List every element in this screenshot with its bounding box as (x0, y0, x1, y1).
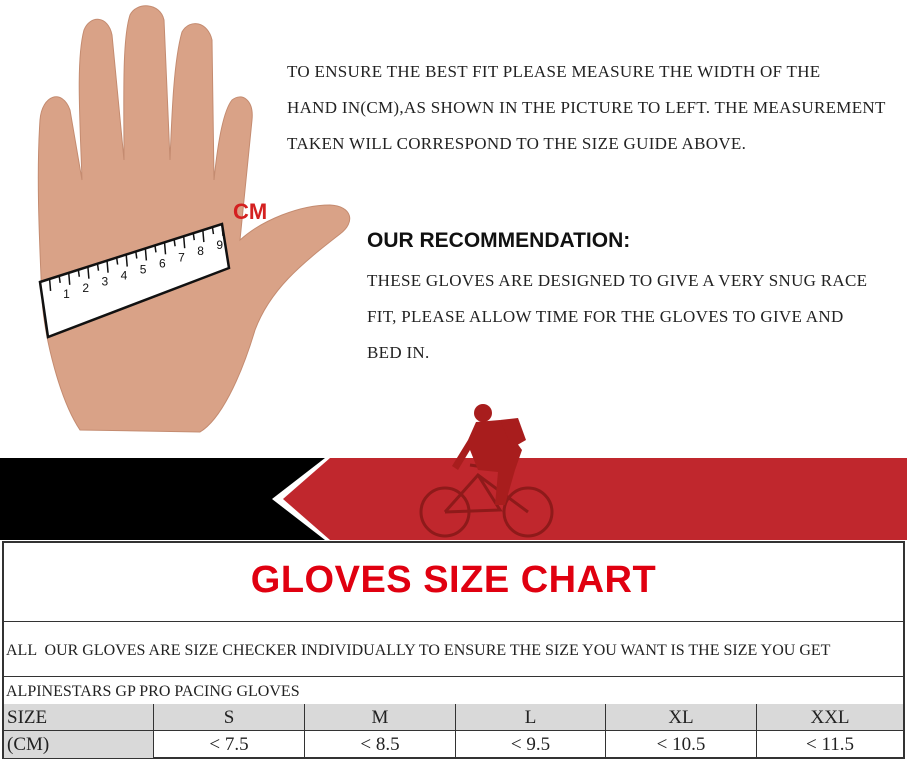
value-cell: < 9.5 (456, 731, 606, 758)
size-chart-note: ALL OUR GLOVES ARE SIZE CHECKER INDIVIDU… (6, 642, 831, 659)
header-cell: M (305, 704, 456, 731)
size-chart-title-row: GLOVES SIZE CHART (4, 543, 903, 622)
ruler-tick (67, 272, 71, 285)
ruler-tick (77, 269, 81, 277)
ruler-tick (125, 254, 128, 267)
value-cell: < 7.5 (154, 731, 305, 758)
ruler-number: 4 (121, 269, 128, 283)
unit-label: CM (233, 199, 268, 224)
hand-icon (37, 5, 351, 433)
ruler-tick (154, 245, 157, 253)
ruler-number: 3 (101, 275, 108, 289)
ruler-tick (58, 275, 61, 284)
header-cell: S (154, 704, 305, 731)
ruler-tick (211, 226, 215, 235)
recommendation-line: THESE GLOVES ARE DESIGNED TO GIVE A VERY… (367, 271, 868, 290)
ruler-tick (221, 223, 224, 237)
recommendation-text: THESE GLOVES ARE DESIGNED TO GIVE A VERY… (367, 263, 897, 371)
ruler-number: 7 (178, 250, 185, 264)
size-chart-note-row: ALL OUR GLOVES ARE SIZE CHECKER INDIVIDU… (4, 621, 903, 677)
ruler-tick (182, 236, 186, 249)
ruler-number: 8 (197, 244, 204, 258)
ruler-tick (48, 278, 52, 292)
recommendation-title: OUR RECOMMENDATION: (367, 229, 631, 252)
ruler-tick (87, 266, 90, 279)
value-cell: < 10.5 (606, 731, 757, 758)
header-cell: XXL (757, 704, 903, 731)
ruler-number: 5 (140, 262, 147, 276)
ruler-tick (144, 248, 148, 261)
ruler-tick (163, 242, 167, 255)
ruler-tick (202, 230, 205, 243)
header-cell: SIZE (4, 704, 154, 731)
size-chart-table: GLOVES SIZE CHART ALL OUR GLOVES ARE SIZ… (2, 541, 905, 759)
size-chart-title: GLOVES SIZE CHART (250, 559, 657, 601)
ruler-number: 9 (216, 238, 223, 252)
ruler-tick (135, 251, 138, 259)
header-cell: XL (606, 704, 757, 731)
measurement-instructions: TO ENSURE THE BEST FIT PLEASE MEASURE TH… (287, 54, 886, 162)
ruler-tick (106, 260, 109, 273)
value-cell: < 11.5 (805, 734, 854, 755)
value-cell: < 8.5 (305, 731, 456, 758)
recommendation-line: FIT, PLEASE ALLOW TIME FOR THE GLOVES TO… (367, 307, 844, 326)
ruler-number: 2 (82, 281, 89, 295)
instruction-line: TAKEN WILL CORRESPOND TO THE SIZE GUIDE … (287, 134, 747, 153)
size-chart-model: ALPINESTARS GP PRO PACING GLOVES (6, 683, 300, 700)
instruction-line: HAND IN(CM),AS SHOWN IN THE PICTURE TO L… (287, 98, 886, 117)
instruction-line: TO ENSURE THE BEST FIT PLEASE MEASURE TH… (287, 62, 821, 81)
cyclist-icon (419, 404, 554, 538)
ruler-tick (115, 257, 119, 265)
header-cell: L (456, 704, 606, 731)
size-grid: SIZE S M L XL XXL (CM) < 7.5 < 8.5 < 9.5… (4, 704, 903, 758)
banner-red (283, 458, 907, 540)
ruler-tick (173, 239, 176, 247)
ruler-tick (96, 263, 100, 271)
banner-black (0, 458, 325, 540)
value-cell: (CM) (4, 731, 154, 758)
ruler-number: 6 (159, 256, 166, 270)
ruler-tick (192, 233, 196, 241)
ruler-number: 1 (63, 287, 70, 301)
size-chart-model-row: ALPINESTARS GP PRO PACING GLOVES (4, 676, 903, 705)
recommendation-line: BED IN. (367, 343, 430, 362)
